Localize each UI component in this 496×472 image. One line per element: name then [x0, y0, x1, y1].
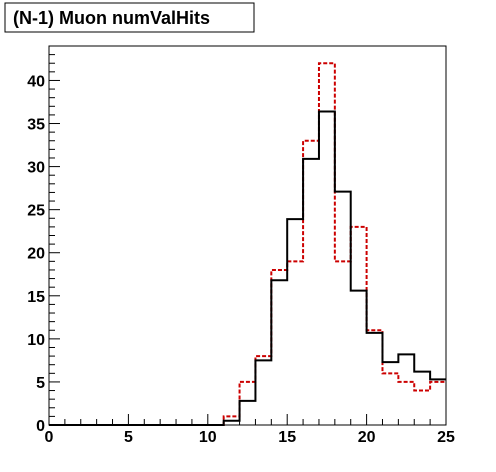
series-red-dashed-line	[49, 62, 446, 426]
y-tick-label: 5	[36, 375, 45, 392]
x-tick-label: 25	[437, 429, 455, 446]
y-tick-label: 15	[27, 289, 45, 306]
y-tick-label: 35	[27, 117, 45, 134]
x-tick-label: 15	[278, 429, 296, 446]
y-tick-label: 40	[27, 73, 45, 90]
x-tick-label: 10	[199, 429, 217, 446]
y-tick-label: 25	[27, 203, 45, 220]
y-tick-label: 30	[27, 160, 45, 177]
y-axis-ticks	[49, 45, 60, 426]
y-tick-label: 20	[27, 246, 45, 263]
series-black-solid-line	[49, 110, 446, 426]
histogram-series	[49, 62, 446, 426]
y-tick-label: 0	[36, 418, 45, 435]
plot-area	[48, 45, 447, 426]
title-box	[4, 2, 255, 33]
y-axis-tick-labels: 0 5 10 15 20 25 30 35 40	[27, 73, 45, 435]
x-axis-ticks	[48, 414, 447, 425]
x-tick-label: 20	[358, 429, 376, 446]
x-tick-label: 5	[124, 429, 133, 446]
y-tick-label: 10	[27, 332, 45, 349]
x-tick-label: 0	[45, 429, 54, 446]
chart-title: (N-1) Muon numValHits	[13, 8, 210, 28]
x-axis-tick-labels: 0 5 10 15 20 25	[45, 429, 455, 446]
